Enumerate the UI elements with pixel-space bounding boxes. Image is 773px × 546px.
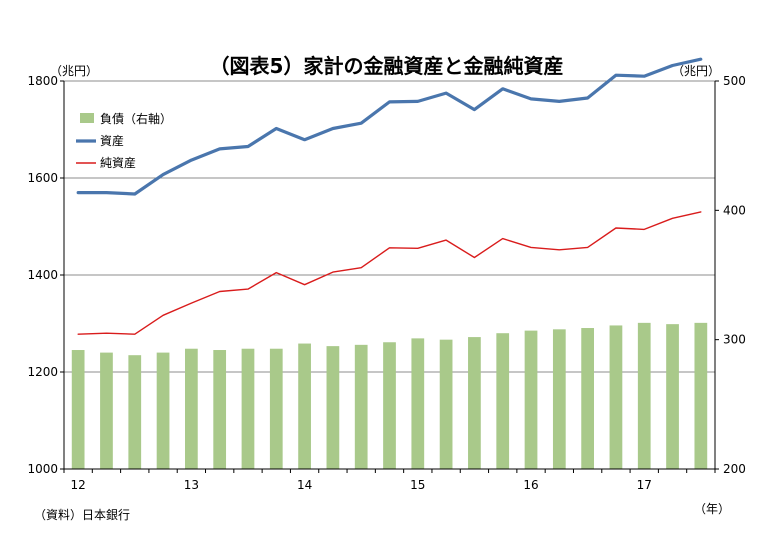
left-axis-unit: （兆円） [50,64,99,78]
x-tick-label: 12 [71,478,86,492]
x-tick-label: 16 [523,478,538,492]
bar [185,348,198,469]
bar [666,324,679,469]
asset-line [76,57,703,196]
bar [298,343,311,469]
bar [241,348,255,469]
bar [524,330,538,469]
x-tick-label: 13 [184,478,199,492]
legend-label: 負債（右軸） [100,111,172,126]
x-tick-label: 14 [297,478,312,492]
legend-label: 資産 [100,133,124,148]
bar [128,355,142,469]
bar [411,338,425,469]
bar [439,339,453,469]
bar [637,322,651,469]
x-tick-label: 17 [637,478,652,492]
bar [468,337,481,469]
x-axis-unit: （年） [694,502,731,516]
source-note: （資料）日本銀行 [34,508,131,522]
right-tick-label: 400 [723,203,746,217]
bar [326,346,340,469]
bar [156,352,170,469]
left-tick-label: 1800 [27,74,58,88]
right-tick-label: 300 [723,333,746,347]
bar [100,352,113,469]
left-tick-label: 1400 [27,268,58,282]
chart-title: （図表5）家計の金融資産と金融純資産 [209,54,564,78]
bar [552,329,566,469]
bar [354,344,368,469]
x-tick-label: 15 [410,478,425,492]
left-tick-label: 1200 [27,365,58,379]
right-axis-unit: （兆円） [672,64,721,78]
legend-swatch-bar [80,113,94,123]
net-asset-line [77,211,702,335]
bar [609,325,623,469]
bar [694,322,708,469]
bar [269,348,283,469]
bar [496,333,510,469]
bar [581,328,594,469]
legend-label: 純資産 [100,155,136,170]
bar [383,342,396,469]
left-tick-label: 1600 [27,171,58,185]
bar [71,350,85,469]
right-tick-label: 500 [723,74,746,88]
left-tick-label: 1000 [27,462,58,476]
bar [213,350,227,469]
right-tick-label: 200 [723,462,746,476]
